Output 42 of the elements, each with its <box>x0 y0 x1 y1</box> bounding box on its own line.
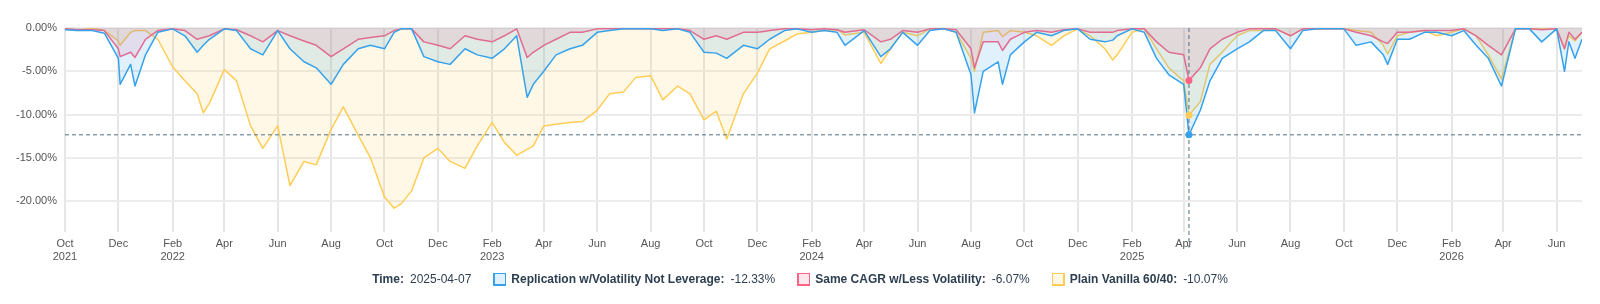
x-tick-label: Apr <box>1175 237 1193 250</box>
x-tick-label: Feb 2026 <box>1439 237 1464 263</box>
x-tick-label: Jun <box>1547 237 1566 250</box>
y-tick-label: -10.00% <box>15 107 58 120</box>
x-tick-label: Apr <box>215 237 234 250</box>
text: -10.07% <box>1183 272 1228 286</box>
legend-label: Same CAGR w/Less Volatility: <box>815 272 986 286</box>
x-tick-label: Jun <box>588 237 607 250</box>
x-tick-label: Apr <box>535 237 553 250</box>
x-tick-label: Aug <box>961 237 981 250</box>
x-tick-label: Feb 2025 <box>1119 237 1145 263</box>
x-tick-label: Feb 2022 <box>160 237 185 263</box>
legend-title: Time: <box>372 272 404 286</box>
text: 2025-04-07 <box>409 272 472 286</box>
x-tick-label: Oct <box>375 237 394 250</box>
x-tick-label: Aug <box>321 237 341 250</box>
x-tick-label: Jun <box>908 237 927 250</box>
x-tick-label: Dec <box>108 237 129 250</box>
x-tick-label: Oct <box>695 237 713 250</box>
x-tick-label: Aug <box>1280 237 1301 250</box>
x-tick-label: Oct <box>1015 237 1033 250</box>
y-tick-label: 0.00% <box>25 21 58 34</box>
x-tick-label: Jun <box>268 237 287 250</box>
x-tick-label: Apr <box>855 237 874 250</box>
x-tick-label: Apr <box>1494 237 1513 250</box>
y-tick-label: -20.00% <box>15 194 58 207</box>
x-tick-label: Dec <box>747 237 768 250</box>
x-tick-label: Jun <box>1228 237 1246 250</box>
x-tick-label: Oct <box>1335 237 1353 250</box>
x-tick-label: Dec <box>1387 237 1408 250</box>
x-tick-label: Oct 2021 <box>52 237 78 263</box>
text: -12.33% <box>730 272 776 286</box>
legend-label: Plain Vanilla 60/40: <box>1069 272 1178 286</box>
y-tick-label: -15.00% <box>15 150 58 163</box>
y-tick-label: -5.00% <box>22 64 58 77</box>
x-tick-label: Dec <box>1068 237 1089 250</box>
x-tick-label: Feb 2024 <box>799 237 824 263</box>
text: -6.07% <box>991 272 1030 286</box>
x-tick-label: Dec <box>428 237 449 250</box>
legend-label: Replication w/Volatility Not Leverage: <box>511 272 725 286</box>
x-tick-label: Aug <box>640 237 661 250</box>
x-tick-label: Feb 2023 <box>479 237 505 263</box>
